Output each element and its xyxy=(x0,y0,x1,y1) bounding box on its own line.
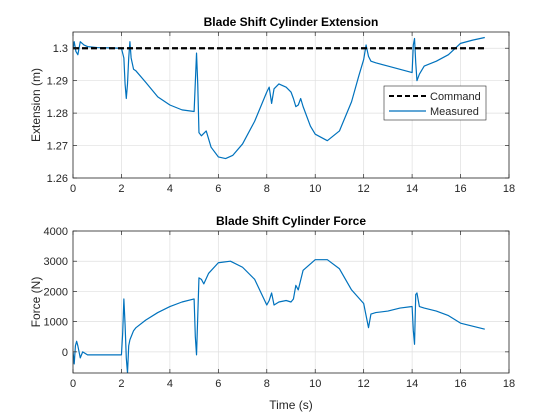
extension-axes-box xyxy=(72,31,510,179)
force-axes-box xyxy=(72,230,510,374)
x-tick-label: 10 xyxy=(309,183,321,195)
x-tick-label: 8 xyxy=(264,183,270,195)
x-tick-label: 14 xyxy=(406,378,418,390)
x-tick-label: 2 xyxy=(118,183,124,195)
x-tick-label: 16 xyxy=(454,378,466,390)
x-tick-label: 12 xyxy=(358,183,370,195)
force-ylabel: Force (N) xyxy=(29,277,43,328)
extension-series xyxy=(73,36,485,160)
extension-legend: Command Measured xyxy=(383,85,487,121)
force-title: Blade Shift Cylinder Force xyxy=(216,214,366,228)
x-tick-label: 0 xyxy=(70,183,76,195)
extension-ticks: 0 2 4 6 8 10 12 14 16 18 1.26 1.27 1.28 1.29 1.3 xyxy=(47,32,515,195)
y-tick-label: 2000 xyxy=(44,286,68,298)
x-tick-label: 12 xyxy=(358,378,370,390)
x-tick-label: 4 xyxy=(167,378,173,390)
legend-box xyxy=(383,85,487,121)
x-tick-label: 16 xyxy=(454,183,466,195)
force-force-line xyxy=(73,259,485,373)
force-axes: 0 2 4 6 8 10 12 14 16 18 0 1000 2000 3000 4000 Blade S… xyxy=(29,214,515,412)
x-tick-label: 10 xyxy=(309,378,321,390)
extension-axes: 0 2 4 6 8 10 12 14 16 18 1.26 1.27 1.28 1.29 1.3 Blade… xyxy=(29,15,515,195)
extension-measured-line xyxy=(73,36,485,160)
x-tick-label: 2 xyxy=(118,378,124,390)
x-tick-label: 14 xyxy=(406,183,418,195)
x-tick-label: 18 xyxy=(503,378,515,390)
x-tick-label: 8 xyxy=(264,378,270,390)
y-tick-label: 1.29 xyxy=(47,76,68,88)
extension-title: Blade Shift Cylinder Extension xyxy=(204,15,379,29)
y-tick-label: 3000 xyxy=(44,256,68,268)
x-tick-label: 0 xyxy=(70,378,76,390)
y-tick-label: 1.26 xyxy=(47,173,68,185)
legend-command-label: Command xyxy=(430,91,481,103)
extension-ylabel: Extension (m) xyxy=(29,68,43,142)
legend-measured-label: Measured xyxy=(430,106,479,118)
y-tick-label: 1.27 xyxy=(47,141,68,153)
y-tick-label: 1000 xyxy=(44,317,68,329)
x-tick-label: 4 xyxy=(167,183,173,195)
y-tick-label: 1.3 xyxy=(53,43,68,55)
force-series xyxy=(73,259,485,373)
x-tick-label: 6 xyxy=(215,183,221,195)
force-xlabel: Time (s) xyxy=(269,398,313,412)
x-tick-label: 6 xyxy=(215,378,221,390)
y-tick-label: 4000 xyxy=(44,226,68,238)
force-ticks: 0 2 4 6 8 10 12 14 16 18 0 1000 2000 3000 4000 xyxy=(44,226,516,390)
x-tick-label: 18 xyxy=(503,183,515,195)
y-tick-label: 1.28 xyxy=(47,108,68,120)
y-tick-label: 0 xyxy=(62,347,68,359)
